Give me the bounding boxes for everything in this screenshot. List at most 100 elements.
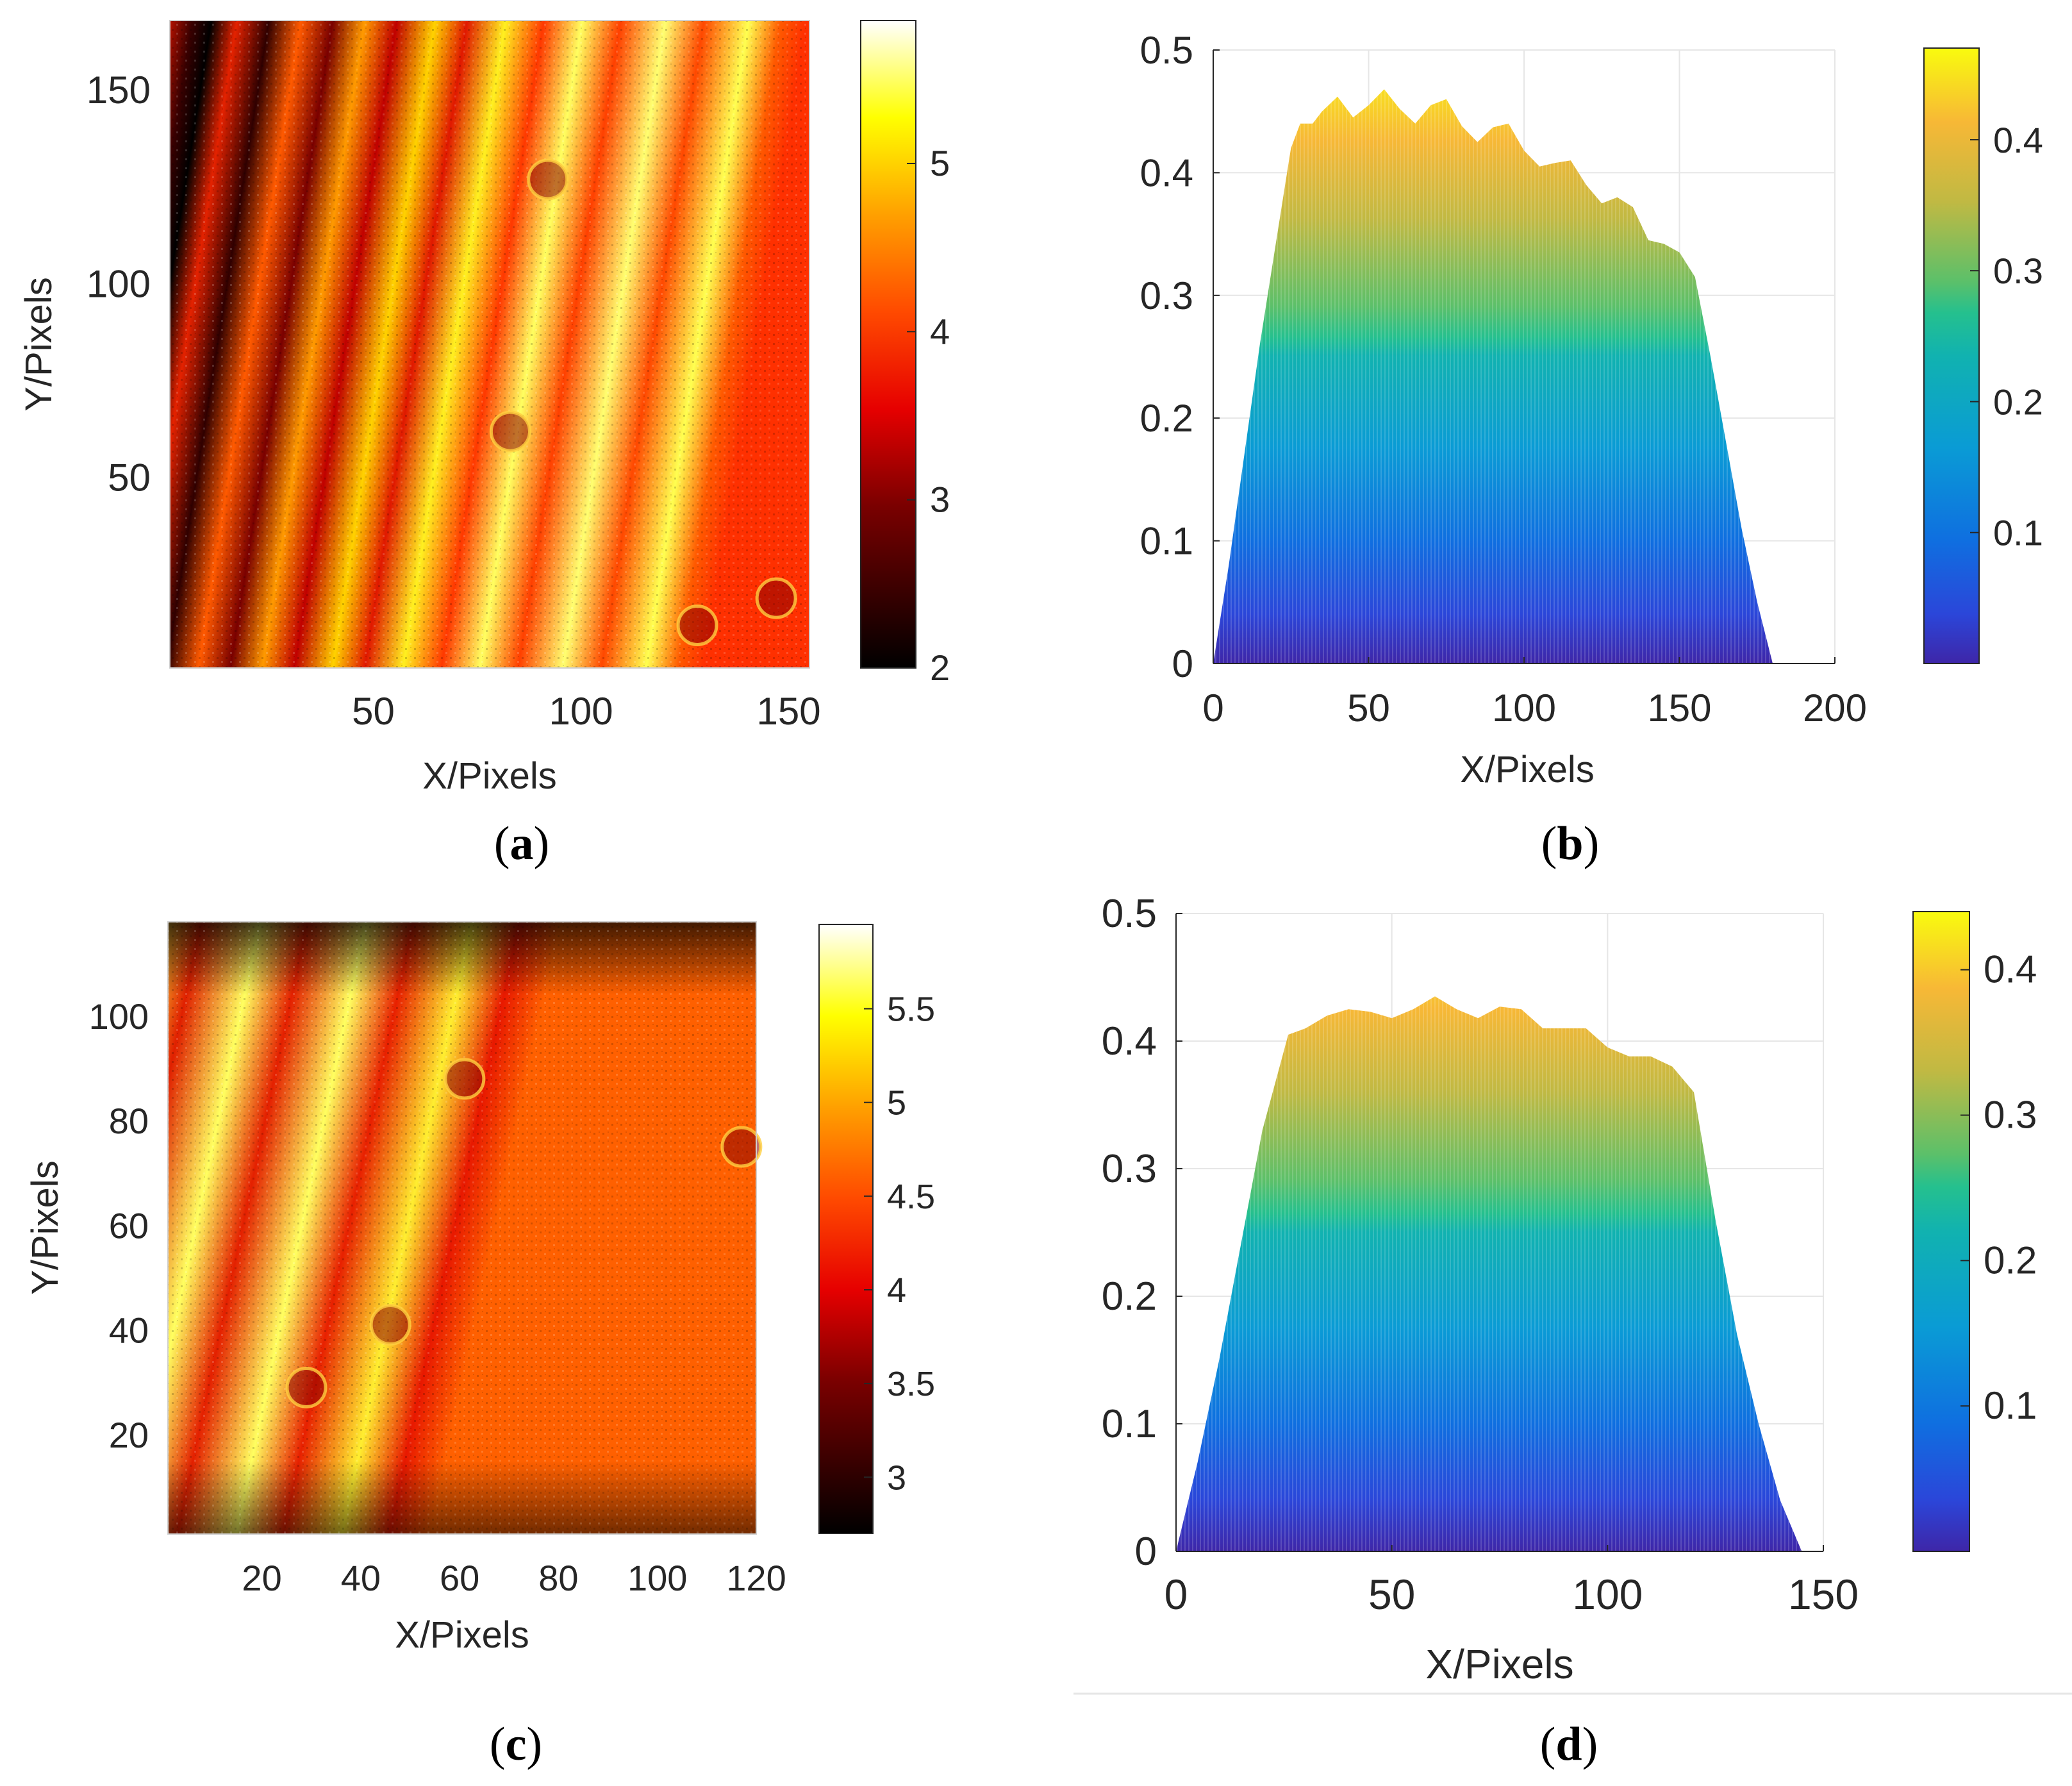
heatmap-a-texture (170, 21, 809, 668)
x-axis-label-b: X/Pixels (1460, 749, 1595, 790)
heatmap-c-texture (168, 922, 756, 1534)
yticks-d: 0 0.1 0.2 0.3 0.4 0.5 (1102, 892, 1182, 1574)
x-tick-label: 150 (1647, 687, 1711, 730)
y-tick-label: 0.2 (1140, 397, 1193, 440)
colorbar-tick-label: 3 (887, 1458, 906, 1497)
defect-ring (285, 1366, 327, 1408)
colorbar-tick-label: 5 (930, 143, 950, 183)
plot-c-frame (167, 921, 757, 1535)
y-tick-label: 60 (109, 1205, 149, 1246)
y-tick-label: 0.3 (1102, 1147, 1157, 1191)
colorbar-tick-label: 0.1 (1984, 1384, 2037, 1427)
xticks-b: 0 50 100 150 200 (1202, 657, 1867, 730)
defect-ring (369, 1304, 411, 1346)
y-tick-label: 150 (87, 69, 151, 112)
colorbar-tick-label: 4 (887, 1271, 906, 1310)
caption-d: (d) (1540, 1718, 1598, 1771)
x-tick-label: 200 (1803, 687, 1867, 730)
colorbar-c (818, 924, 874, 1534)
y-tick-label: 0.1 (1102, 1402, 1157, 1446)
colorbar-tick-label: 4.5 (887, 1178, 935, 1216)
plot-a-frame (169, 20, 810, 669)
y-tick-label: 40 (109, 1310, 149, 1351)
yticks-c: 20 40 60 80 100 (89, 996, 149, 1455)
colorbar-b-ticks: 0.1 0.2 0.3 0.4 (1970, 120, 2043, 553)
defect-ring (720, 1126, 763, 1168)
colorbar-d (1912, 911, 1970, 1552)
x-tick-label: 100 (627, 1558, 687, 1598)
colorbar-tick-label: 3 (930, 480, 950, 520)
y-tick-label: 0.4 (1102, 1019, 1157, 1064)
colorbar-tick-label: 4 (930, 311, 950, 351)
colorbar-d-ticks: 0.1 0.2 0.3 0.4 (1960, 948, 2037, 1427)
x-axis-label-c: X/Pixels (395, 1614, 529, 1656)
colorbar-tick-label: 2 (930, 647, 950, 688)
y-tick-label: 80 (109, 1101, 149, 1141)
defects-c (285, 1058, 763, 1408)
xticks-a: 50 100 150 (352, 690, 820, 733)
x-tick-label: 20 (242, 1558, 281, 1598)
x-tick-label: 0 (1164, 1571, 1188, 1618)
xticks-c: 20 40 60 80 100 120 (242, 1558, 786, 1598)
colorbar-tick-label: 0.4 (1993, 120, 2043, 160)
area-d-hatch (1176, 996, 1802, 1551)
x-tick-label: 40 (341, 1558, 381, 1598)
colorbar-tick-label: 0.1 (1993, 513, 2043, 553)
panel-a: 50 100 150 50 100 150 X/Pixels Y/Pixels 2 3 4 5… (18, 20, 950, 870)
y-axis-label-a: Y/Pixels (18, 277, 60, 412)
y-axis-label-c: Y/Pixels (24, 1160, 66, 1295)
colorbar-tick-label: 0.2 (1993, 381, 2043, 422)
x-tick-label: 120 (726, 1558, 786, 1598)
y-tick-label: 0.3 (1140, 274, 1193, 317)
colorbar-tick-label: 0.4 (1984, 948, 2037, 991)
y-tick-label: 0.4 (1140, 151, 1193, 194)
panel-d: 0 50 100 150 00.10.20.30.40.5 X/Pixels 0.10… (1073, 892, 2072, 1771)
y-tick-label: 0.1 (1140, 520, 1193, 563)
y-tick-label: 20 (109, 1415, 149, 1455)
y-tick-label: 0.5 (1140, 29, 1193, 72)
panel-c: 20 40 60 80 100 120 20 40 60 80 100 X/Pixels Y/Pi… (24, 921, 935, 1771)
area-b-hatch (1213, 89, 1773, 663)
panel-b: 0 50 100 150 200 0 0.1 0.2 0.3 0.4 0.5 X/Pixels 0… (1140, 29, 2043, 870)
x-axis-label-d: X/Pixels (1425, 1641, 1573, 1687)
x-tick-label: 50 (352, 690, 395, 733)
defect-ring (443, 1058, 486, 1100)
caption-a: (a) (494, 817, 549, 870)
defect-ring (676, 604, 718, 646)
x-tick-label: 50 (1368, 1571, 1415, 1618)
x-tick-label: 60 (440, 1558, 479, 1598)
x-tick-label: 150 (1788, 1571, 1859, 1618)
y-tick-label: 100 (87, 262, 151, 305)
colorbar-tick-label: 5.5 (887, 990, 935, 1029)
colorbar-a-ticks: 2 3 4 5 (907, 143, 950, 688)
defect-ring (755, 577, 797, 619)
y-tick-label: 0.2 (1102, 1274, 1157, 1319)
x-tick-label: 100 (1492, 687, 1556, 730)
y-tick-label: 0.5 (1102, 892, 1157, 936)
xticks-d: 0 50 100 150 (1164, 1545, 1859, 1618)
x-tick-label: 100 (549, 690, 613, 733)
y-tick-label: 100 (89, 996, 149, 1037)
y-tick-label: 0 (1135, 1530, 1157, 1574)
x-axis-label-a: X/Pixels (422, 755, 557, 797)
defect-ring (489, 410, 531, 453)
colorbar-tick-label: 5 (887, 1084, 906, 1123)
x-tick-label: 80 (538, 1558, 578, 1598)
colorbar-b (1923, 47, 1980, 664)
defect-ring (527, 158, 569, 201)
yticks-b: 0 0.1 0.2 0.3 0.4 0.5 (1140, 29, 1220, 685)
colorbar-tick-label: 0.3 (1984, 1094, 2037, 1137)
colorbar-tick-label: 0.2 (1984, 1239, 2037, 1281)
x-tick-label: 100 (1572, 1571, 1643, 1618)
colorbar-c-ticks: 3 3.5 4 4.5 5 5.5 (864, 990, 935, 1497)
y-tick-label: 0 (1172, 642, 1193, 685)
colorbar-tick-label: 3.5 (887, 1365, 935, 1403)
colorbar-a (860, 20, 916, 669)
defects-a (489, 158, 797, 646)
x-tick-label: 0 (1202, 687, 1223, 730)
axes-d (1175, 914, 1823, 1552)
yticks-a: 50 100 150 (87, 69, 151, 499)
x-tick-label: 50 (1347, 687, 1390, 730)
x-tick-label: 150 (757, 690, 821, 733)
